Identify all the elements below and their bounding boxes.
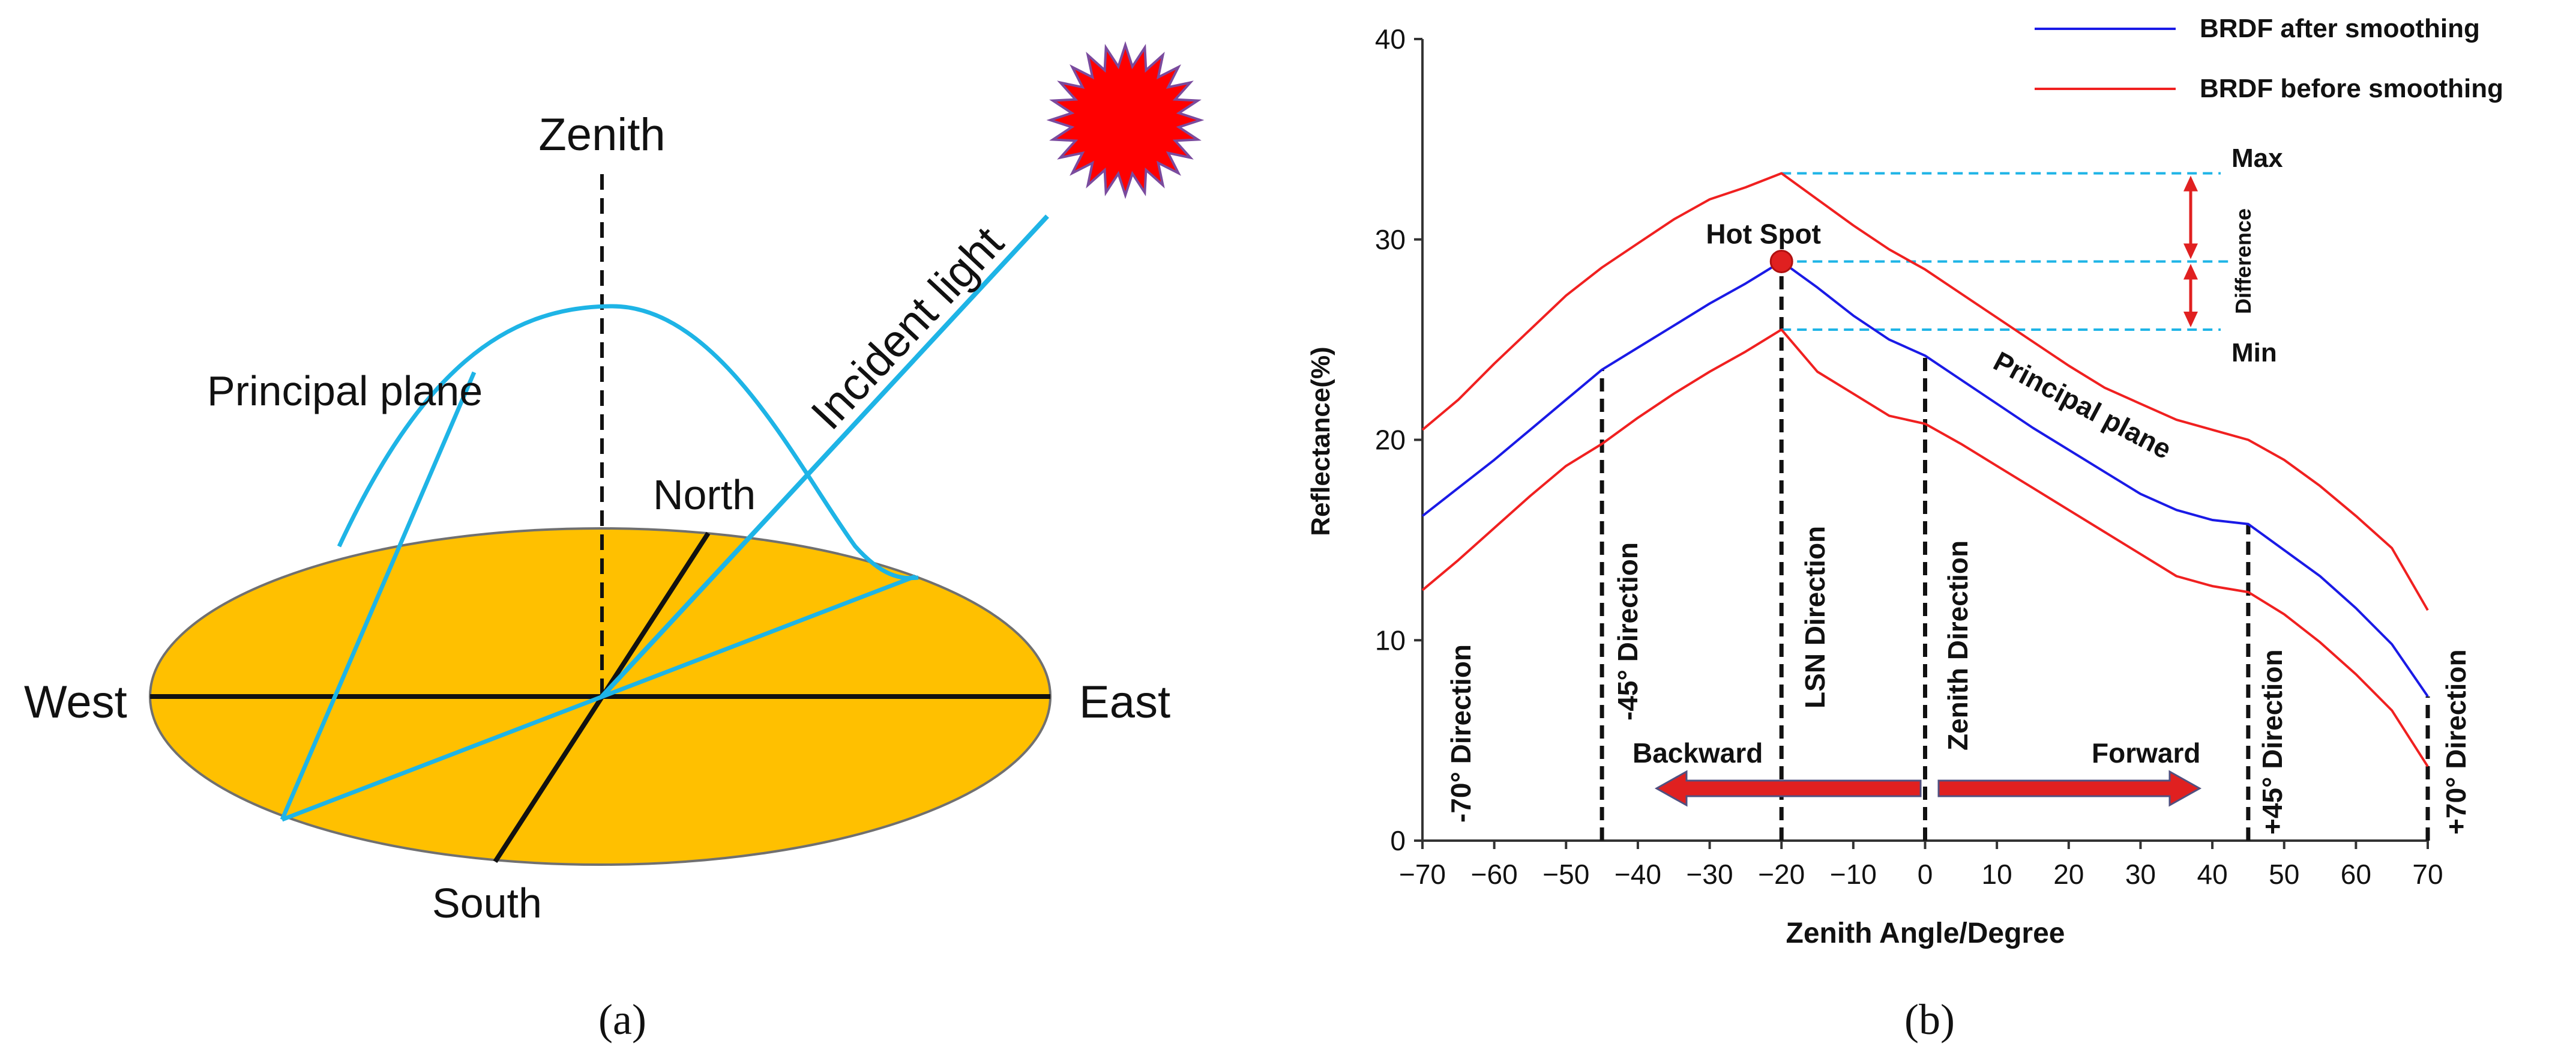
y-tick-label: 30 xyxy=(1375,224,1406,255)
sun-icon xyxy=(1046,41,1205,199)
difference-arrow-head xyxy=(2183,175,2198,192)
incident-light-label: Incident light xyxy=(801,217,1013,440)
y-axis-label: Reflectance(%) xyxy=(1306,346,1335,536)
max-label: Max xyxy=(2231,144,2283,173)
direction-label-m45: -45° Direction xyxy=(1612,542,1643,721)
direction-reference-lines xyxy=(1599,261,2430,841)
principal-plane-line xyxy=(281,574,916,822)
x-tick-label: −70 xyxy=(1399,859,1446,890)
direction-label-m70: -70° Direction xyxy=(1445,644,1476,823)
backward-label: Backward xyxy=(1633,737,1763,769)
y-axis-ticks: 0 10 20 30 40 xyxy=(1375,23,1422,856)
x-tick-label: −10 xyxy=(1830,859,1877,890)
zenith-label: Zenith xyxy=(538,109,665,160)
difference-arrow-head xyxy=(2183,311,2198,327)
direction-label-zenith: Zenith Direction xyxy=(1942,540,1973,751)
caption-b: (b) xyxy=(1904,996,1955,1044)
difference-arrow-head xyxy=(2183,264,2198,280)
series-line-2 xyxy=(1421,328,2429,767)
series-line-1 xyxy=(1421,172,2429,611)
x-tick-label: 50 xyxy=(2269,859,2299,890)
difference-arrows xyxy=(2183,175,2198,327)
min-label: Min xyxy=(2231,338,2277,367)
incident-light-ray xyxy=(600,214,1049,698)
south-label: South xyxy=(432,880,542,927)
legend: BRDF after smoothing BRDF before smoothi… xyxy=(2035,14,2503,103)
principal-plane-label: Principal plane xyxy=(207,367,483,414)
principal-plane-dome xyxy=(337,304,919,581)
x-tick-label: 20 xyxy=(2053,859,2084,890)
legend-label-before: BRDF before smoothing xyxy=(2200,74,2503,103)
y-tick-label: 40 xyxy=(1375,23,1406,55)
west-label: West xyxy=(24,677,127,728)
y-tick-label: 10 xyxy=(1375,624,1406,656)
caption-a: (a) xyxy=(598,996,646,1044)
x-tick-label: 30 xyxy=(2125,859,2156,890)
x-tick-label: −50 xyxy=(1542,859,1589,890)
series-layer xyxy=(1421,172,2429,767)
legend-label-after: BRDF after smoothing xyxy=(2200,14,2480,43)
x-tick-label: −30 xyxy=(1687,859,1733,890)
y-tick-label: 20 xyxy=(1375,425,1406,456)
x-axis-ticks: −70 −60 −50 −40 −30 −20 −10 0 10 20 30 40 50 60 70 xyxy=(1399,841,2443,890)
backward-arrow xyxy=(1654,770,1922,807)
direction-label-p45: +45° Direction xyxy=(2257,649,2288,835)
difference-arrow-head xyxy=(2183,243,2198,259)
x-tick-label: 0 xyxy=(1918,859,1933,890)
hot-spot-label: Hot Spot xyxy=(1706,218,1821,249)
direction-label-lsn: LSN Direction xyxy=(1799,526,1831,709)
direction-labels: -70° Direction -45° Direction LSN Direct… xyxy=(1445,526,2472,835)
principal-plane-left-edge xyxy=(280,371,477,821)
panel-a-diagram: Zenith Principal plane North South West … xyxy=(24,41,1205,1044)
series-line-0 xyxy=(1421,260,2429,697)
x-tick-label: 70 xyxy=(2412,859,2443,890)
x-tick-label: 60 xyxy=(2341,859,2371,890)
forward-arrow xyxy=(1937,770,2202,807)
panel-b-chart: 0 10 20 30 40 −70 −60 −50 −40 −30 −20 −10 0 10 20 30 40… xyxy=(1306,14,2503,1044)
x-tick-label: −20 xyxy=(1758,859,1805,890)
east-label: East xyxy=(1079,677,1170,728)
north-label: North xyxy=(653,471,756,518)
forward-label: Forward xyxy=(2092,737,2200,769)
hot-spot-marker xyxy=(1769,249,1793,273)
difference-label: Difference xyxy=(2231,208,2256,314)
principal-plane-curve-label: Principal plane xyxy=(1988,345,2176,465)
max-min-guides xyxy=(1781,172,2230,331)
x-axis-label: Zenith Angle/Degree xyxy=(1786,917,2065,949)
x-tick-label: −60 xyxy=(1471,859,1518,890)
direction-label-p70: +70° Direction xyxy=(2440,649,2472,835)
x-tick-label: −40 xyxy=(1615,859,1661,890)
x-tick-label: 10 xyxy=(1982,859,2012,890)
y-tick-label: 0 xyxy=(1390,825,1406,856)
x-tick-label: 40 xyxy=(2197,859,2227,890)
